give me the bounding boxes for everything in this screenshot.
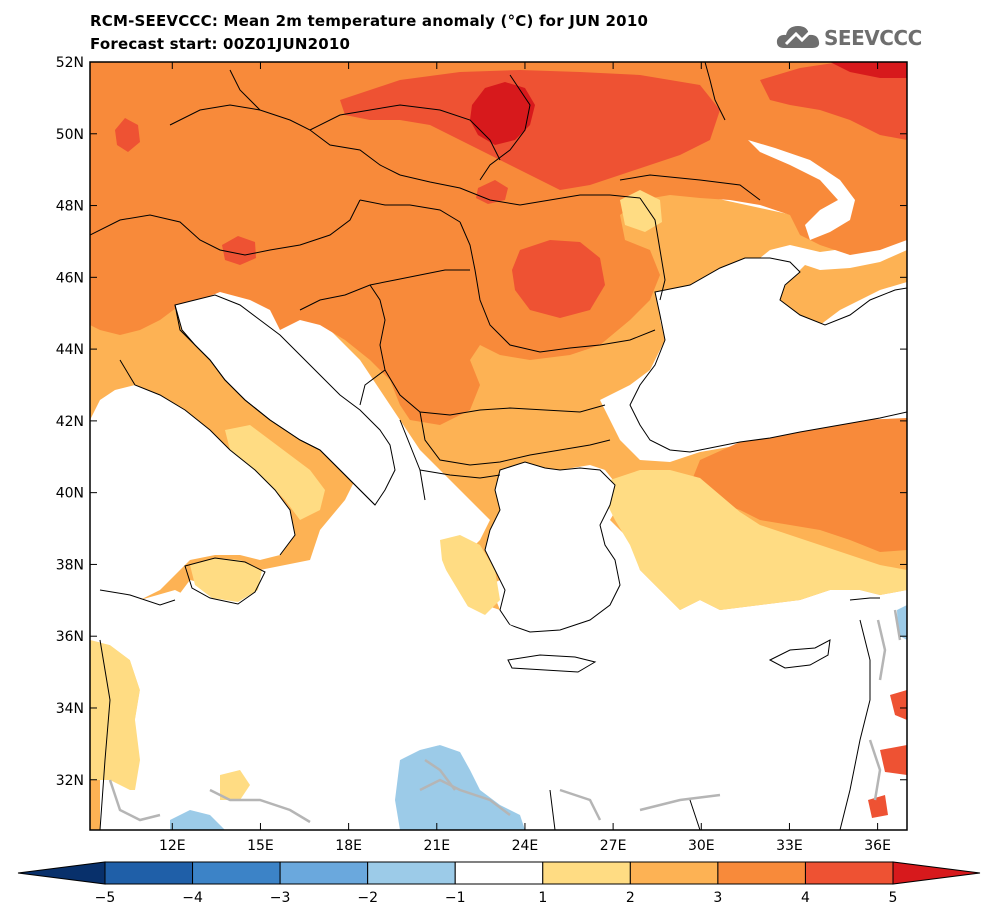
country-borders: [90, 62, 880, 830]
lon-label: 36E: [864, 838, 891, 854]
lat-label: 46N: [56, 270, 84, 286]
colorbar-swatch: [542, 861, 631, 885]
colorbar-swatch: [717, 861, 806, 885]
map-title: RCM-SEEVCCC: Mean 2m temperature anomaly…: [90, 12, 649, 30]
seevccc-logo: SEEVCCC: [776, 22, 926, 58]
lon-label: 15E: [247, 838, 274, 854]
band-1-2-turkey: [605, 470, 907, 610]
longitude-axis: 12E 15E 18E 21E 24E 27E 30E 33E 36E: [159, 62, 891, 854]
colorbar-label: −3: [270, 890, 291, 906]
band-4-5-romania: [512, 240, 605, 318]
lat-label: 32N: [56, 773, 84, 789]
lat-label: 50N: [56, 127, 84, 143]
lon-label: 33E: [776, 838, 803, 854]
map-frame: [89, 61, 908, 831]
coastlines: [99, 304, 376, 606]
caspian-gap: [748, 140, 855, 240]
colorbar-swatch: [104, 861, 194, 885]
africa-libya-patch: [220, 770, 250, 800]
colorbar-swatch: [192, 861, 281, 885]
colorbar-label: −5: [95, 890, 116, 906]
lat-label: 38N: [56, 557, 84, 573]
latitude-axis: 52N 50N 48N 46N 44N 42N 40N 38N 36N 34N 32N: [56, 55, 907, 789]
black-sea: [629, 257, 907, 453]
band-1-2-moldova: [620, 190, 662, 232]
colorbar-label: 1: [538, 890, 547, 906]
band-3-4: [90, 62, 907, 425]
africa-blue-patch-west: [170, 810, 225, 830]
lat-label: 42N: [56, 414, 84, 430]
levant-hot-1: [890, 690, 907, 720]
band-1-2-sicily: [190, 558, 262, 602]
lat-label: 52N: [56, 55, 84, 71]
lat-label: 44N: [56, 342, 84, 358]
band-4-5-france: [115, 118, 140, 152]
lat-label: 40N: [56, 486, 84, 502]
colorbar-label: 2: [626, 890, 635, 906]
band-3-4-turkey: [690, 418, 907, 552]
colorbar-label: −2: [357, 890, 378, 906]
logo-text: SEEVCCC: [824, 26, 922, 50]
ionian-mediterranean-sea: [90, 505, 880, 812]
lon-label: 30E: [688, 838, 715, 854]
colorbar-lower-arrow: [17, 861, 106, 885]
lon-label: 18E: [335, 838, 362, 854]
lon-label: 27E: [600, 838, 627, 854]
band-5-plus-ne: [830, 62, 907, 78]
lon-label: 24E: [512, 838, 539, 854]
colorbar-swatch: [629, 861, 719, 885]
colorbar-swatch: [454, 861, 544, 885]
lat-label: 34N: [56, 701, 84, 717]
band-1-2-greece: [440, 535, 500, 615]
map-area: [90, 62, 907, 830]
cloud-icon: [776, 26, 820, 48]
cyprus: [768, 639, 831, 669]
levant-hot-2: [880, 745, 907, 775]
band-4-5-north: [340, 70, 720, 190]
grey-contours: [108, 609, 902, 824]
colorbar-label: −1: [445, 890, 466, 906]
band-4-5-ukraine: [760, 62, 907, 140]
band-1-2-italy: [225, 425, 325, 520]
aegean-sea: [484, 461, 621, 633]
crete-outline: [507, 654, 597, 673]
colorbar-swatch: [367, 861, 456, 885]
tyrrhenian-sea: [90, 385, 295, 615]
lat-label: 48N: [56, 199, 84, 215]
colorbar-swatch: [279, 861, 369, 885]
colorbar-upper-arrow: [892, 861, 981, 885]
lon-label: 21E: [423, 838, 450, 854]
colorbar-label: 5: [889, 890, 898, 906]
forecast-start: Forecast start: 00Z01JUN2010: [90, 35, 351, 53]
sicily-outline: [184, 557, 266, 605]
lat-label: 36N: [56, 629, 84, 645]
colorbar-label: −4: [182, 890, 203, 906]
band-5-plus-core: [470, 82, 535, 145]
lon-label: 12E: [159, 838, 186, 854]
colorbar-label: 4: [801, 890, 810, 906]
colorbar-label: 3: [713, 890, 722, 906]
colorbar: −5 −4 −3 −2 −1 1 2 3 4 5: [17, 861, 981, 906]
africa-blue-patch: [395, 745, 525, 830]
colorbar-swatch: [804, 861, 894, 885]
levant-hot-3: [868, 795, 888, 818]
band-4-5-alps: [222, 236, 256, 265]
